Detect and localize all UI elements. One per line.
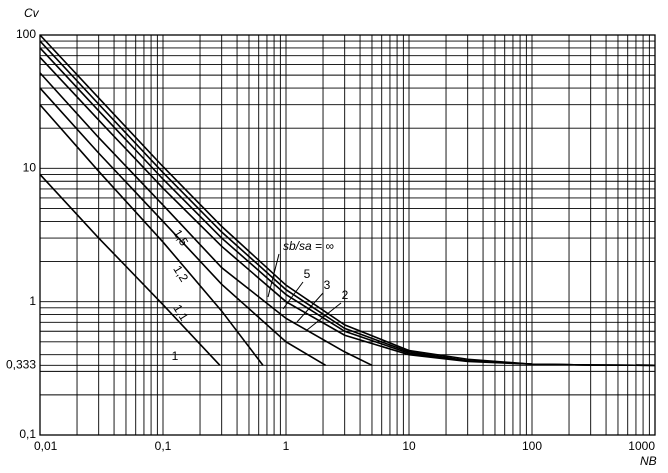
x-tick-label: 0,01 bbox=[34, 439, 58, 453]
curve bbox=[39, 173, 221, 366]
leader-line bbox=[306, 302, 342, 331]
series-label: 1 bbox=[172, 349, 179, 363]
series-label: sb/sa = ∞ bbox=[283, 239, 334, 253]
curve bbox=[39, 47, 656, 367]
curve bbox=[39, 104, 264, 366]
leader-line bbox=[267, 253, 280, 298]
series-label: 3 bbox=[324, 278, 331, 292]
y-tick-label: 1 bbox=[29, 294, 36, 308]
y-tick-label: 0,1 bbox=[19, 427, 36, 441]
curve bbox=[39, 34, 656, 367]
x-tick-label: 1 bbox=[283, 439, 290, 453]
curve bbox=[39, 40, 656, 367]
series-label: 1,2 bbox=[170, 263, 191, 285]
series-label: 1,1 bbox=[170, 302, 191, 324]
leader-line bbox=[282, 281, 304, 310]
x-axis-label: NB bbox=[640, 454, 657, 468]
x-tick-label: 10 bbox=[402, 439, 416, 453]
y-tick-label: 100 bbox=[16, 27, 36, 41]
series-label: 5 bbox=[304, 267, 311, 281]
x-tick-label: 0,1 bbox=[155, 439, 172, 453]
curve bbox=[39, 72, 373, 367]
y-tick-label: 10 bbox=[23, 161, 37, 175]
series-label: 2 bbox=[342, 288, 349, 302]
leader-line bbox=[296, 292, 324, 323]
y-tick-label: 0,333 bbox=[6, 358, 36, 372]
x-tick-label: 100 bbox=[522, 439, 542, 453]
curve bbox=[39, 56, 656, 367]
curve bbox=[39, 87, 327, 367]
series-label: 1,5 bbox=[170, 227, 191, 249]
y-axis-label: Cv bbox=[24, 6, 40, 20]
x-tick-label: 1000 bbox=[628, 439, 655, 453]
plot-frame bbox=[39, 34, 656, 436]
